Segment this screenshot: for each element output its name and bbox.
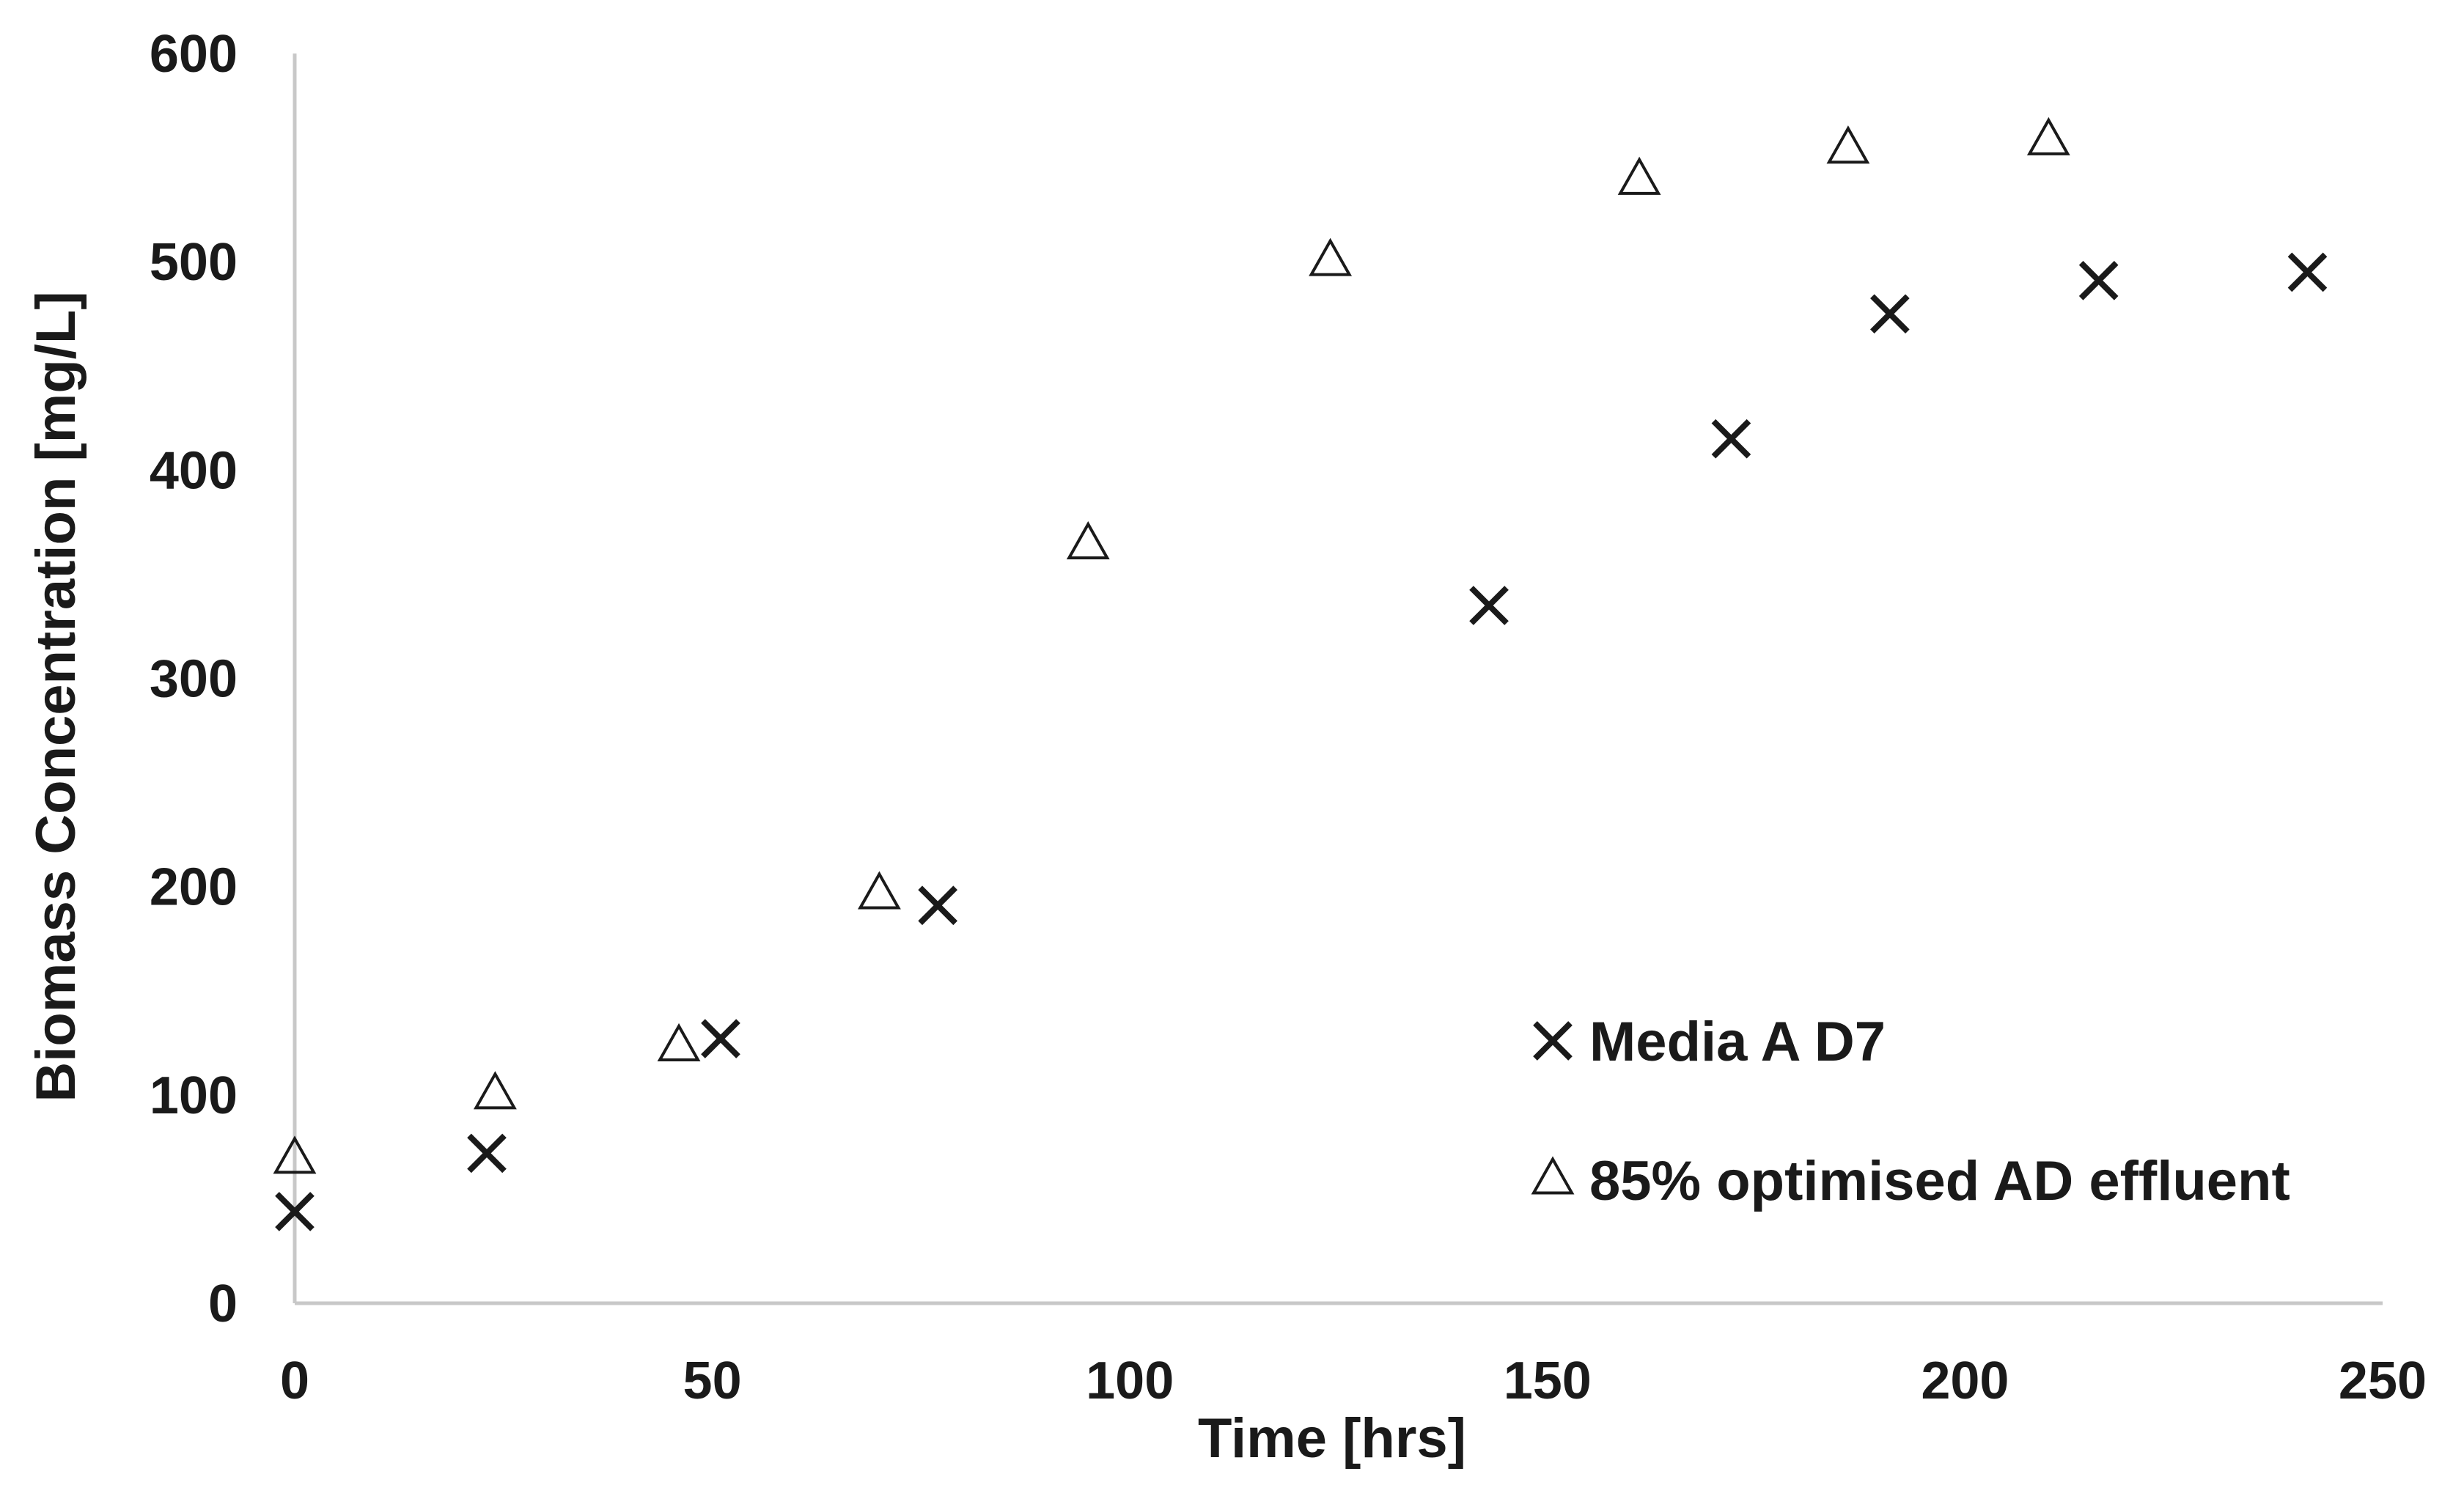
x-tick-label: 200 [1921,1352,2009,1410]
y-tick-label: 400 [150,441,238,500]
triangle-marker-point [1617,156,1661,195]
data-points [273,117,2328,1231]
legend-x-icon [1533,1021,1573,1061]
y-axis-title: Biomass Concentration [mg/L] [25,291,87,1102]
x-marker-point [701,1019,740,1058]
y-tick-label: 200 [150,858,238,917]
x-axis-title: Time [hrs] [1198,1407,1466,1470]
y-tick-label: 500 [150,233,238,292]
triangle-marker-point [858,871,901,910]
triangle-marker-point [2026,117,2070,155]
triangle-marker-point [1826,125,1870,164]
x-tick-label: 0 [280,1352,309,1410]
x-tick-label: 50 [683,1352,742,1410]
x-marker-point [1711,419,1751,459]
tick-labels: 0 50 100 150 200 250 0 100 200 300 400 500 600 [150,25,2427,1410]
x-marker-point [1870,294,1910,334]
triangle-marker-point [273,1135,317,1174]
triangle-marker-point [473,1071,517,1110]
triangle-marker-point [657,1022,701,1061]
y-tick-label: 600 [150,25,238,84]
legend-label: 85% optimised AD effluent [1589,1150,2290,1212]
x-marker-point [2287,252,2328,292]
legend: Media A D7 85% optimised AD effluent [1531,1011,2290,1212]
y-tick-label: 0 [208,1275,238,1333]
legend-label: Media A D7 [1589,1011,1886,1073]
x-marker-point [2078,260,2119,301]
legend-triangle-icon [1531,1156,1575,1195]
triangle-marker-point [1066,521,1110,560]
x-marker-point [918,885,958,926]
triangle-marker-point [1309,237,1353,276]
x-tick-label: 100 [1086,1352,1174,1410]
x-tick-label: 150 [1504,1352,1592,1410]
x-marker-point [1469,586,1509,625]
x-marker-point [467,1133,507,1173]
y-tick-label: 300 [150,650,238,709]
axes [293,54,2383,1305]
y-tick-label: 100 [150,1066,238,1125]
x-tick-label: 250 [2339,1352,2427,1410]
x-marker-point [275,1192,315,1231]
